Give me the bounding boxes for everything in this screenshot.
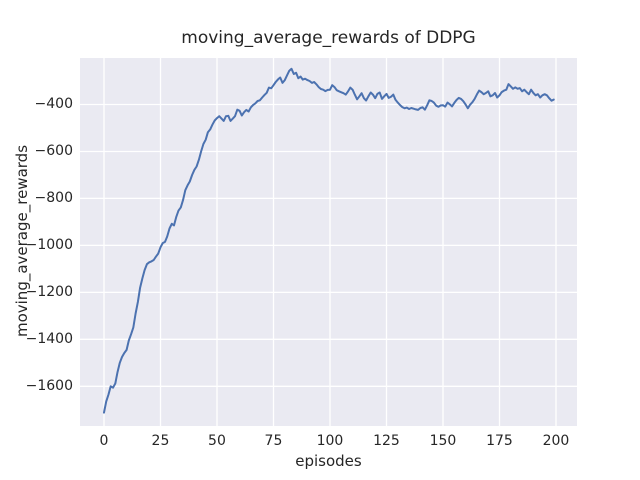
reward-line: [103, 67, 555, 414]
x-tick-label: 100: [316, 433, 344, 449]
plot-background: [80, 58, 577, 426]
x-tick-label: 125: [373, 433, 400, 449]
x-tick-label: 0: [99, 433, 109, 449]
y-tick-label: −400: [34, 96, 73, 113]
x-tick-label: 175: [486, 433, 513, 449]
y-tick-label: −800: [34, 190, 73, 207]
x-tick-label: 200: [542, 433, 570, 449]
chart-title: moving_average_rewards of DDPG: [181, 28, 476, 48]
x-tick-label: 75: [264, 433, 283, 449]
x-tick-label: 25: [151, 433, 170, 449]
x-axis-label: episodes: [295, 452, 362, 470]
x-tick-label: 50: [208, 433, 226, 449]
y-tick-label: −1200: [25, 284, 73, 301]
x-tick-label: 150: [429, 433, 457, 449]
y-tick-label: −1400: [25, 331, 73, 348]
y-tick-label: −1600: [25, 378, 73, 395]
y-tick-label: −1000: [25, 237, 73, 254]
y-tick-label: −600: [34, 143, 73, 160]
